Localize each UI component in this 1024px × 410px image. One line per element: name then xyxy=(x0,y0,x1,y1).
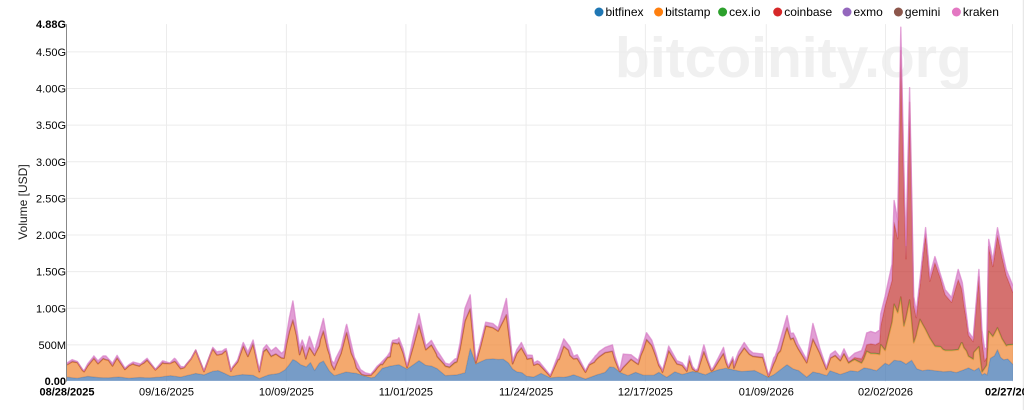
svg-text:10/09/2025: 10/09/2025 xyxy=(259,387,314,399)
svg-text:Volume [USD]: Volume [USD] xyxy=(16,164,30,239)
svg-text:0.00: 0.00 xyxy=(45,376,66,388)
svg-text:11/24/2025: 11/24/2025 xyxy=(499,387,553,399)
svg-text:12/17/2025: 12/17/2025 xyxy=(618,387,673,399)
svg-text:09/16/2025: 09/16/2025 xyxy=(139,387,194,399)
svg-text:exmo: exmo xyxy=(854,5,884,19)
svg-text:11/01/2025: 11/01/2025 xyxy=(379,387,433,399)
svg-text:3.50G: 3.50G xyxy=(36,120,66,132)
svg-text:gemini: gemini xyxy=(905,5,940,19)
svg-text:4.50G: 4.50G xyxy=(36,47,66,59)
svg-text:02/02/2026: 02/02/2026 xyxy=(858,387,913,399)
svg-text:01/09/2026: 01/09/2026 xyxy=(739,387,794,399)
svg-text:cex.io: cex.io xyxy=(729,5,761,19)
svg-text:4.00G: 4.00G xyxy=(36,84,66,96)
svg-text:2.00G: 2.00G xyxy=(36,230,66,242)
svg-text:2.50G: 2.50G xyxy=(36,193,66,205)
svg-text:1.00G: 1.00G xyxy=(36,303,66,315)
svg-text:4.88G: 4.88G xyxy=(36,19,66,31)
svg-text:kraken: kraken xyxy=(963,5,999,19)
svg-text:bitstamp: bitstamp xyxy=(665,5,711,19)
svg-text:coinbase: coinbase xyxy=(784,5,832,19)
svg-text:02/27/2026: 02/27/2026 xyxy=(985,387,1024,399)
svg-text:bitfinex: bitfinex xyxy=(606,5,644,19)
svg-text:1.50G: 1.50G xyxy=(36,267,66,279)
svg-text:500M: 500M xyxy=(38,340,66,352)
svg-text:3.00G: 3.00G xyxy=(36,157,66,169)
svg-text:08/28/2025: 08/28/2025 xyxy=(39,387,94,399)
svg-text:bitcoinity.org: bitcoinity.org xyxy=(615,26,972,90)
